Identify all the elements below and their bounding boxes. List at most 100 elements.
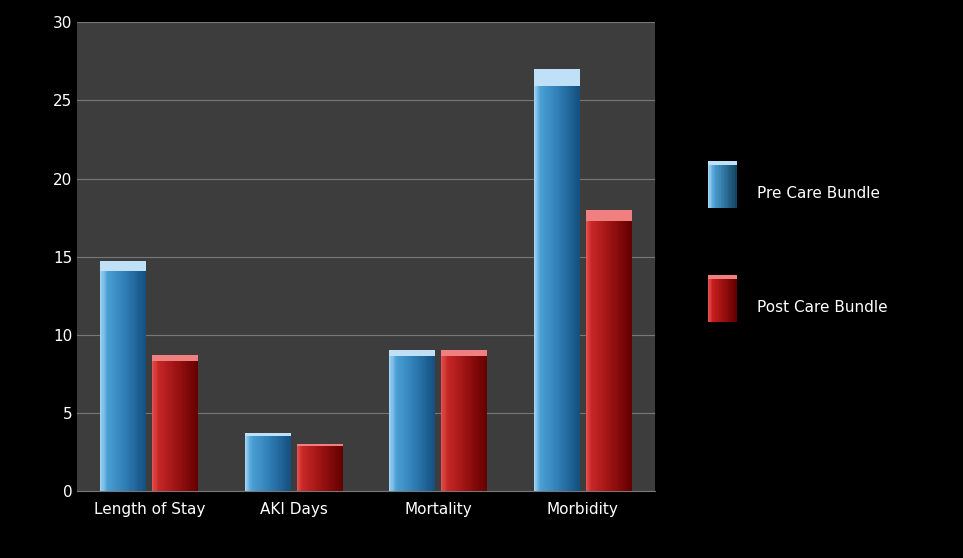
Bar	[541, 69, 543, 491]
Bar	[270, 433, 272, 491]
Bar	[559, 69, 560, 491]
Bar	[186, 355, 187, 491]
Bar	[175, 355, 176, 491]
Bar	[412, 350, 413, 491]
Bar	[586, 210, 632, 221]
Bar	[193, 355, 194, 491]
Bar	[476, 350, 477, 491]
Bar	[337, 444, 338, 491]
Bar	[612, 210, 613, 491]
Bar	[196, 355, 197, 491]
Bar	[287, 433, 289, 491]
Bar	[423, 350, 424, 491]
Bar	[589, 210, 590, 491]
Bar	[468, 350, 469, 491]
Bar	[469, 350, 470, 491]
Bar	[441, 350, 442, 491]
Bar	[716, 275, 718, 322]
Bar	[144, 261, 145, 491]
Bar	[245, 433, 291, 436]
Bar	[307, 444, 308, 491]
Bar	[299, 444, 300, 491]
Bar	[332, 444, 333, 491]
Bar	[100, 261, 146, 271]
Bar	[118, 261, 119, 491]
Bar	[302, 444, 303, 491]
Bar	[272, 433, 273, 491]
Bar	[329, 444, 330, 491]
Bar	[297, 444, 343, 446]
Bar	[173, 355, 174, 491]
Bar	[460, 350, 462, 491]
Bar	[616, 210, 618, 491]
Bar	[335, 444, 336, 491]
Bar	[598, 210, 599, 491]
Bar	[267, 433, 268, 491]
Bar	[428, 350, 429, 491]
Bar	[596, 210, 597, 491]
Bar	[477, 350, 478, 491]
Bar	[734, 161, 736, 208]
Bar	[552, 69, 553, 491]
Bar	[298, 444, 299, 491]
Bar	[486, 350, 487, 491]
Bar	[420, 350, 422, 491]
Bar	[711, 161, 713, 208]
Bar	[110, 261, 111, 491]
Bar	[621, 210, 622, 491]
Bar	[413, 350, 414, 491]
Bar	[451, 350, 452, 491]
Bar	[619, 210, 620, 491]
Bar	[297, 444, 298, 491]
Bar	[604, 210, 605, 491]
Bar	[308, 444, 309, 491]
Bar	[310, 444, 312, 491]
Bar	[125, 261, 127, 491]
Bar	[574, 69, 575, 491]
Bar	[338, 444, 339, 491]
Bar	[465, 350, 466, 491]
Bar	[284, 433, 285, 491]
Bar	[472, 350, 474, 491]
Bar	[443, 350, 445, 491]
Bar	[715, 275, 716, 322]
Bar	[624, 210, 625, 491]
Bar	[453, 350, 454, 491]
Bar	[257, 433, 258, 491]
Bar	[139, 261, 140, 491]
Bar	[405, 350, 406, 491]
Bar	[471, 350, 472, 491]
Bar	[731, 275, 733, 322]
Bar	[195, 355, 196, 491]
Bar	[620, 210, 621, 491]
Bar	[140, 261, 141, 491]
Bar	[725, 161, 727, 208]
Bar	[309, 444, 310, 491]
Bar	[145, 261, 146, 491]
Bar	[607, 210, 608, 491]
Bar	[407, 350, 408, 491]
Bar	[303, 444, 304, 491]
Bar	[454, 350, 455, 491]
Bar	[411, 350, 412, 491]
Bar	[430, 350, 431, 491]
Bar	[133, 261, 134, 491]
Bar	[410, 350, 411, 491]
Bar	[153, 355, 154, 491]
Bar	[549, 69, 550, 491]
Bar	[553, 69, 555, 491]
Bar	[391, 350, 393, 491]
Bar	[732, 161, 734, 208]
Bar	[734, 275, 736, 322]
Bar	[587, 210, 589, 491]
Bar	[424, 350, 425, 491]
Bar	[601, 210, 602, 491]
Bar	[551, 69, 552, 491]
Bar	[136, 261, 137, 491]
Bar	[464, 350, 465, 491]
Bar	[289, 433, 290, 491]
Bar	[105, 261, 106, 491]
Bar	[579, 69, 580, 491]
Bar	[277, 433, 278, 491]
Bar	[728, 275, 730, 322]
